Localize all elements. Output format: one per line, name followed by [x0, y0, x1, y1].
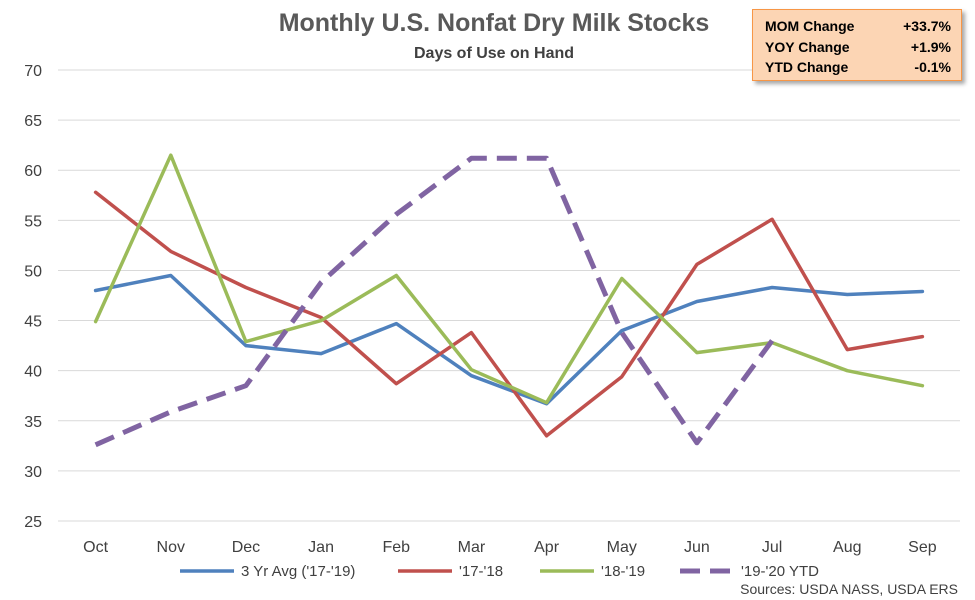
chart-subtitle: Days of Use on Hand: [414, 45, 574, 62]
y-tick-label: 25: [24, 514, 42, 531]
stats-label: YOY Change: [765, 38, 850, 55]
legend-label: 3 Yr Avg ('17-'19): [241, 563, 355, 580]
stats-value: +1.9%: [910, 38, 951, 55]
y-tick-label: 50: [24, 263, 42, 280]
stats-value: -0.1%: [914, 59, 951, 75]
series-lines: [93, 153, 925, 448]
x-tick-label: Feb: [382, 539, 410, 556]
x-tick-label: Jan: [308, 539, 334, 556]
x-tick-label: Sep: [908, 539, 937, 556]
x-axis-tick-labels: Oct Nov Dec Jan Feb Mar Apr May Jun Jul Aug Sep: [83, 539, 937, 556]
y-tick-label: 70: [24, 63, 42, 80]
series-line: [93, 153, 925, 405]
x-tick-label: May: [607, 539, 637, 556]
y-tick-label: 40: [24, 364, 42, 381]
y-tick-label: 30: [24, 464, 42, 481]
stats-row-yoy: YOY Change +1.9%: [765, 37, 951, 58]
legend-label: '17-'18: [459, 563, 503, 580]
y-tick-label: 65: [24, 113, 42, 130]
stats-row-ytd: YTD Change -0.1%: [765, 57, 951, 78]
stats-value: +33.7%: [903, 18, 951, 34]
x-tick-label: Oct: [83, 539, 108, 556]
series-line: [93, 190, 925, 438]
x-tick-label: Mar: [458, 539, 486, 556]
series-line: [94, 155, 775, 448]
x-tick-label: Jul: [762, 539, 782, 556]
x-tick-label: Nov: [157, 539, 185, 556]
x-tick-label: Dec: [232, 539, 260, 556]
stats-label: YTD Change: [765, 59, 849, 75]
x-tick-label: Jun: [684, 539, 710, 556]
y-tick-label: 60: [24, 163, 42, 180]
y-axis-tick-labels: 25 30 35 40 45 50 55 60 65 70: [24, 63, 42, 531]
y-tick-label: 45: [24, 314, 42, 331]
legend-label: '19-'20 YTD: [741, 563, 819, 580]
y-tick-label: 55: [24, 213, 42, 230]
chart-title: Monthly U.S. Nonfat Dry Milk Stocks: [279, 9, 710, 37]
x-tick-label: Aug: [833, 539, 861, 556]
x-tick-label: Apr: [534, 539, 560, 556]
change-stats-box: MOM Change +33.7% YOY Change +1.9% YTD C…: [752, 9, 962, 81]
stats-label: MOM Change: [765, 18, 855, 34]
legend: 3 Yr Avg ('17-'19) '17-'18 '18-'19 '19-'20 …: [180, 563, 819, 580]
legend-label: '18-'19: [601, 563, 645, 580]
stats-row-mom: MOM Change +33.7%: [765, 16, 951, 37]
series-line: [93, 273, 925, 406]
y-tick-label: 35: [24, 414, 42, 431]
source-note: Sources: USDA NASS, USDA ERS: [740, 581, 958, 597]
